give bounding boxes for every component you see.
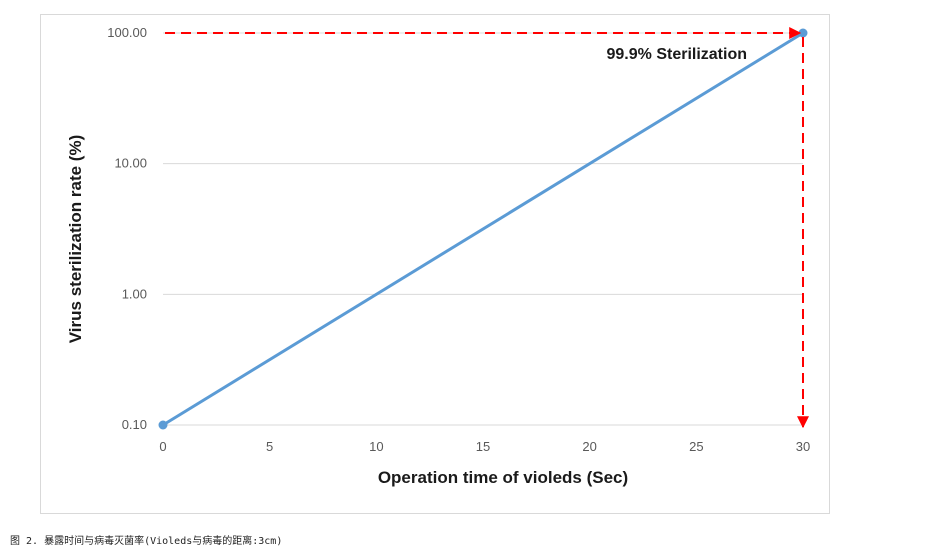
x-tick-label: 15 bbox=[476, 439, 490, 454]
y-tick-label: 0.10 bbox=[122, 417, 147, 432]
x-axis-title: Operation time of violeds (Sec) bbox=[378, 468, 628, 487]
series-line bbox=[162, 31, 804, 427]
annotation-label: 99.9% Sterilization bbox=[607, 46, 748, 63]
y-tick-label: 1.00 bbox=[122, 286, 147, 301]
x-tick-label: 30 bbox=[796, 439, 810, 454]
data-point bbox=[158, 420, 168, 430]
chart-frame: 0.10 1.00 10.00 100.00 0 5 10 15 20 25 30 Operation… bbox=[40, 14, 830, 514]
figure-caption: 图 2. 暴露时间与病毒灭菌率(Violeds与病毒的距离:3cm) bbox=[10, 536, 283, 547]
x-tick-label: 25 bbox=[689, 439, 703, 454]
y-tick-label: 100.00 bbox=[107, 25, 147, 40]
data-point bbox=[798, 28, 808, 38]
x-tick-label: 0 bbox=[159, 439, 166, 454]
y-axis-title: Virus sterilization rate (%) bbox=[66, 135, 85, 343]
y-tick-label: 10.00 bbox=[114, 156, 147, 171]
x-tick-label: 20 bbox=[582, 439, 596, 454]
x-tick-label: 10 bbox=[369, 439, 383, 454]
x-tick-label: 5 bbox=[266, 439, 273, 454]
line-chart: 0.10 1.00 10.00 100.00 0 5 10 15 20 25 30 Operation… bbox=[66, 25, 810, 487]
